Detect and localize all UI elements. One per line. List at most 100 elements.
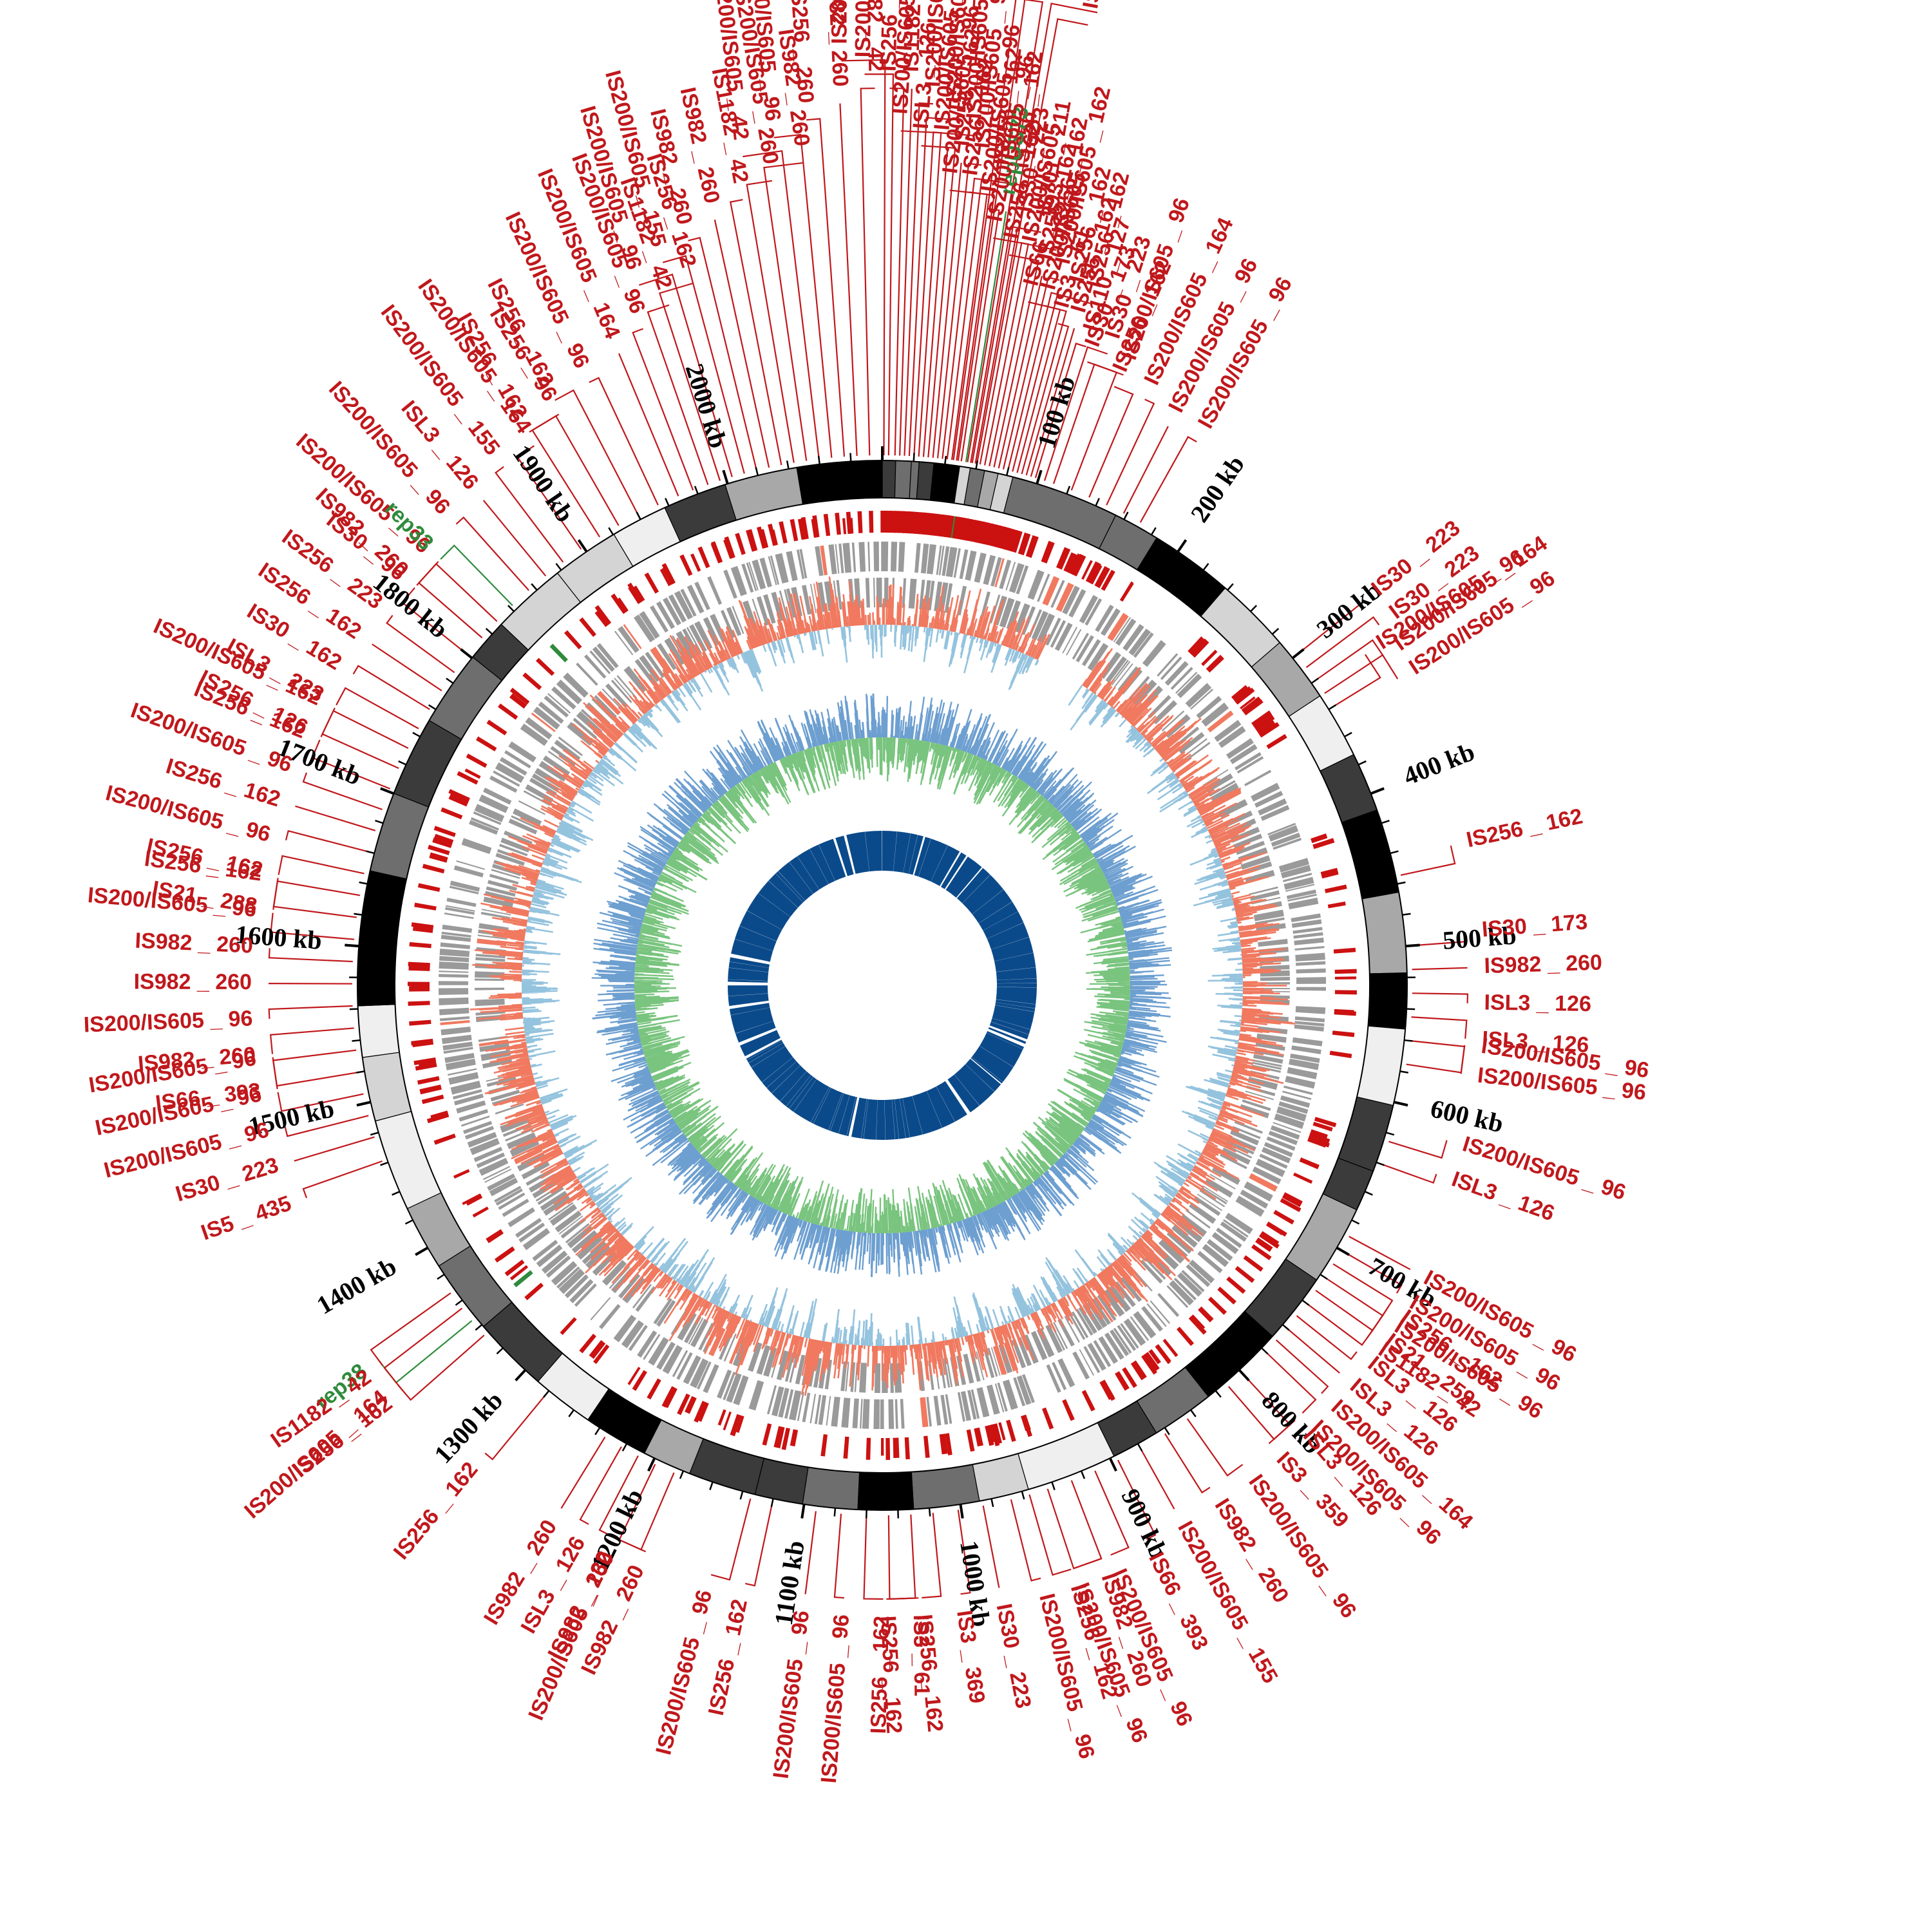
cds-block bbox=[1190, 688, 1214, 710]
cds-block bbox=[1201, 1187, 1227, 1205]
core-genome-block bbox=[903, 833, 918, 874]
cds-block bbox=[533, 706, 560, 730]
cds-block bbox=[1218, 799, 1248, 818]
cds-block bbox=[1072, 1351, 1090, 1380]
cds-block bbox=[1249, 1173, 1278, 1192]
is-leader-line bbox=[833, 1513, 844, 1599]
cds-block bbox=[549, 1204, 578, 1226]
is-annotation-label: IS982 _ 260 bbox=[1484, 951, 1602, 978]
cds-block bbox=[796, 549, 805, 580]
cds-block bbox=[1294, 1024, 1324, 1032]
cds-block bbox=[1045, 1324, 1063, 1354]
cds-block bbox=[618, 1273, 641, 1299]
cds-block bbox=[522, 1227, 551, 1251]
cds-block bbox=[1045, 618, 1061, 646]
axis-tick-mark bbox=[1364, 1191, 1373, 1196]
cds-block bbox=[469, 820, 498, 835]
cds-block bbox=[1130, 1316, 1150, 1341]
cds-block bbox=[571, 1230, 598, 1253]
is-leader-line bbox=[714, 219, 770, 468]
cds-block bbox=[723, 569, 737, 599]
is-leader-line bbox=[295, 805, 376, 831]
cds-block bbox=[543, 755, 571, 776]
is-annotation-label: IS3 _ 61 bbox=[909, 1615, 934, 1696]
cds-block bbox=[467, 1132, 497, 1148]
is-leader-line bbox=[272, 878, 357, 918]
is-leader-line bbox=[1265, 1350, 1317, 1414]
core-genome-block bbox=[810, 844, 835, 884]
is-element-marker bbox=[797, 518, 806, 540]
is-leader-line bbox=[1305, 1302, 1374, 1346]
cds-block bbox=[1064, 1316, 1080, 1343]
axis-tick-mark bbox=[817, 455, 820, 464]
cds-block bbox=[1283, 876, 1314, 890]
is-element-marker bbox=[1062, 1399, 1075, 1421]
cds-block bbox=[1084, 598, 1103, 626]
cds-block bbox=[971, 1389, 980, 1419]
cds-block bbox=[1294, 937, 1324, 945]
cds-block bbox=[1056, 582, 1074, 612]
karyotype-block bbox=[362, 1052, 412, 1122]
cds-block bbox=[784, 1389, 794, 1419]
cds-block bbox=[563, 672, 589, 698]
cds-block bbox=[637, 1330, 658, 1358]
is-element-marker bbox=[1041, 540, 1055, 564]
cds-block bbox=[1252, 1166, 1282, 1185]
is-element-marker bbox=[464, 768, 481, 779]
is-element-marker bbox=[679, 554, 693, 576]
cds-block bbox=[1098, 1336, 1119, 1364]
is-leader-line bbox=[889, 87, 905, 456]
axis-tick-label-text: 1800 kb bbox=[368, 567, 453, 644]
cds-block bbox=[936, 545, 942, 575]
is-leader-line bbox=[278, 855, 365, 875]
axis-tick-mark bbox=[1406, 1008, 1416, 1010]
axis-tick-mark bbox=[356, 1101, 371, 1107]
is-element-marker bbox=[1201, 649, 1218, 667]
gc-content-positive bbox=[469, 576, 1296, 1396]
cds-block bbox=[983, 554, 996, 585]
is-element-marker bbox=[434, 833, 454, 844]
axis-tick-mark bbox=[1302, 1299, 1310, 1306]
is-element-marker bbox=[1099, 1379, 1115, 1400]
cds-block bbox=[475, 978, 505, 981]
cds-block bbox=[680, 589, 697, 617]
cds-block bbox=[835, 544, 840, 574]
axis-tick-label-text: 200 kb bbox=[1185, 450, 1251, 527]
core-genome-block bbox=[768, 873, 804, 908]
cds-block bbox=[628, 1325, 648, 1351]
cds-block bbox=[482, 1058, 513, 1069]
cds-block bbox=[475, 1010, 506, 1016]
cds-block bbox=[1268, 825, 1299, 842]
is-leader-line bbox=[1164, 1433, 1211, 1494]
cds-block bbox=[1170, 667, 1193, 690]
cds-block bbox=[1278, 858, 1309, 873]
cds-block bbox=[554, 1210, 582, 1233]
is-element-marker bbox=[1010, 530, 1023, 553]
cds-block bbox=[873, 1399, 880, 1429]
axis-tick-mark bbox=[1397, 881, 1406, 885]
cds-block bbox=[784, 1352, 795, 1382]
cds-block bbox=[942, 546, 950, 576]
is-leader-line bbox=[967, 0, 1044, 462]
cds-block bbox=[1255, 1159, 1285, 1177]
cds-block bbox=[1087, 1343, 1106, 1371]
is-leader-line bbox=[763, 162, 808, 461]
cds-block bbox=[622, 1276, 646, 1303]
axis-tick-mark bbox=[1282, 1324, 1290, 1331]
is-leader-line bbox=[806, 118, 846, 457]
is-leader-line bbox=[1028, 1494, 1072, 1576]
cds-block bbox=[1232, 1126, 1261, 1139]
axis-tick-mark bbox=[1394, 1101, 1408, 1107]
cds-block bbox=[1175, 1219, 1203, 1242]
is-leader-line bbox=[370, 1292, 451, 1367]
is-element-marker bbox=[1056, 547, 1071, 570]
cds-block bbox=[548, 1202, 574, 1221]
core-genome-block bbox=[865, 831, 882, 872]
cds-block bbox=[1202, 1185, 1229, 1202]
is-leader-line bbox=[1139, 435, 1197, 523]
cds-block bbox=[558, 1269, 585, 1294]
axis-tick-mark bbox=[755, 467, 759, 476]
cds-block bbox=[441, 931, 471, 938]
is-leader-line bbox=[277, 1092, 364, 1112]
